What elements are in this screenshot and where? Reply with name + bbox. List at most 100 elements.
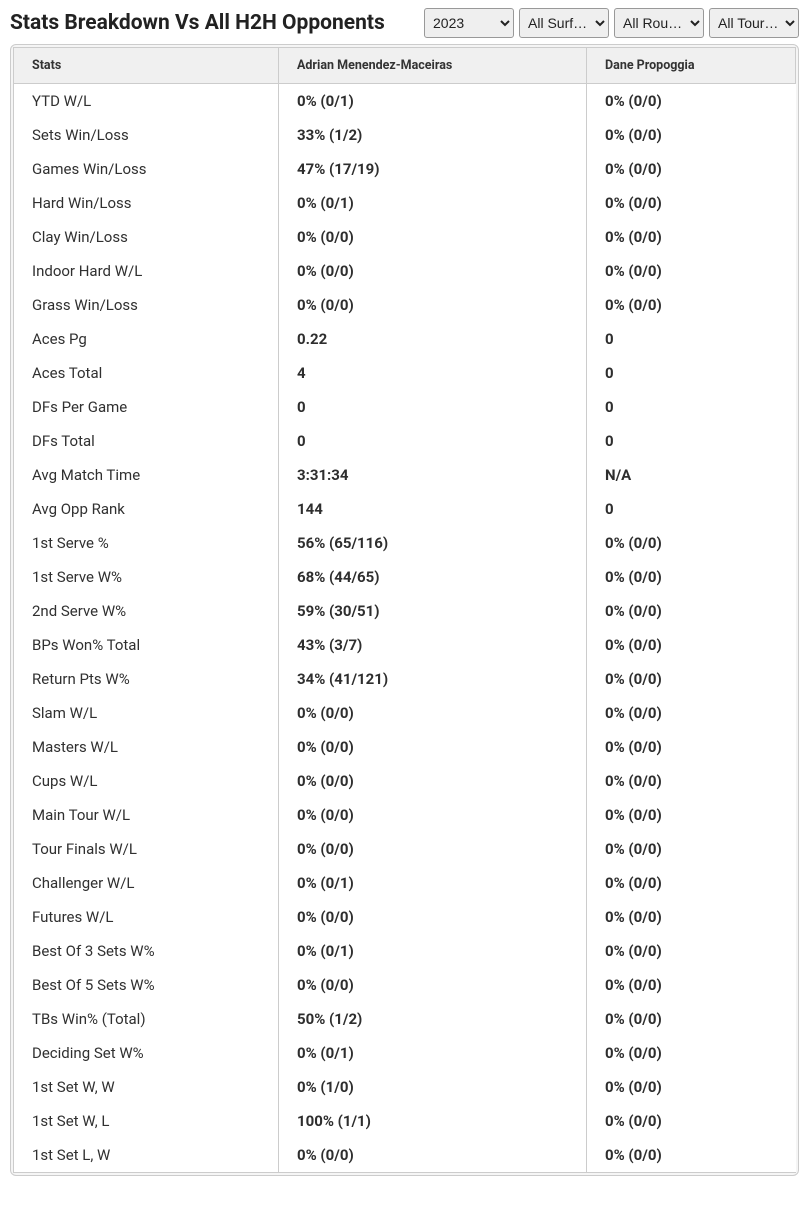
table-row: Sets Win/Loss33% (1/2)0% (0/0): [14, 118, 796, 152]
stat-value: 0% (0/0): [587, 628, 796, 662]
stat-label: Games Win/Loss: [14, 152, 279, 186]
table-row: 1st Serve %56% (65/116)0% (0/0): [14, 526, 796, 560]
round-select[interactable]: All Rou…: [614, 8, 704, 38]
stat-label: 1st Set W, L: [14, 1104, 279, 1138]
stat-value: 56% (65/116): [279, 526, 587, 560]
stat-label: BPs Won% Total: [14, 628, 279, 662]
table-row: Best Of 5 Sets W%0% (0/0)0% (0/0): [14, 968, 796, 1002]
stat-value: 0: [587, 492, 796, 526]
stat-label: Aces Total: [14, 356, 279, 390]
stat-value: 0% (0/0): [587, 288, 796, 322]
stat-value: 0% (0/1): [279, 1036, 587, 1070]
table-row: Best Of 3 Sets W%0% (0/1)0% (0/0): [14, 934, 796, 968]
stat-value: 0% (0/0): [587, 968, 796, 1002]
surface-select[interactable]: All Surf…: [519, 8, 609, 38]
stat-value: 0% (0/0): [279, 288, 587, 322]
table-row: Futures W/L0% (0/0)0% (0/0): [14, 900, 796, 934]
stats-table-wrap: Stats Adrian Menendez-Maceiras Dane Prop…: [10, 44, 799, 1176]
stat-value: 3:31:34: [279, 458, 587, 492]
stat-label: DFs Per Game: [14, 390, 279, 424]
stat-value: 0% (0/0): [587, 526, 796, 560]
stat-value: 100% (1/1): [279, 1104, 587, 1138]
table-row: TBs Win% (Total)50% (1/2)0% (0/0): [14, 1002, 796, 1036]
stat-value: 0% (0/0): [587, 764, 796, 798]
stat-label: Slam W/L: [14, 696, 279, 730]
stat-value: 0% (0/0): [279, 764, 587, 798]
stat-value: 47% (17/19): [279, 152, 587, 186]
stat-label: DFs Total: [14, 424, 279, 458]
stat-value: 0% (0/0): [587, 730, 796, 764]
stat-value: 33% (1/2): [279, 118, 587, 152]
stat-value: 0% (0/0): [279, 832, 587, 866]
year-select[interactable]: 2023: [424, 8, 514, 38]
stats-table: Stats Adrian Menendez-Maceiras Dane Prop…: [13, 47, 796, 1173]
stat-value: 0% (0/0): [587, 1070, 796, 1104]
stat-value: 4: [279, 356, 587, 390]
stat-value: 0% (0/1): [279, 934, 587, 968]
stat-value: 144: [279, 492, 587, 526]
stat-value: 0% (0/0): [279, 968, 587, 1002]
table-row: YTD W/L0% (0/1)0% (0/0): [14, 84, 796, 119]
stat-value: 0% (0/0): [587, 1138, 796, 1173]
col-player2: Dane Propoggia: [587, 48, 796, 84]
table-row: 1st Serve W%68% (44/65)0% (0/0): [14, 560, 796, 594]
stat-value: 0% (0/1): [279, 866, 587, 900]
stat-label: Futures W/L: [14, 900, 279, 934]
stat-label: Clay Win/Loss: [14, 220, 279, 254]
filter-selects: 2023 All Surf… All Rou… All Tour…: [424, 8, 799, 38]
table-header-row: Stats Adrian Menendez-Maceiras Dane Prop…: [14, 48, 796, 84]
stat-value: 0% (0/0): [279, 900, 587, 934]
page-title: Stats Breakdown Vs All H2H Opponents: [10, 11, 385, 35]
header-row: Stats Breakdown Vs All H2H Opponents 202…: [0, 0, 809, 44]
stat-label: Return Pts W%: [14, 662, 279, 696]
stat-label: Avg Match Time: [14, 458, 279, 492]
stat-value: 0% (0/0): [587, 152, 796, 186]
stat-value: 0% (0/0): [587, 798, 796, 832]
stat-label: Grass Win/Loss: [14, 288, 279, 322]
stat-value: 0% (0/0): [587, 560, 796, 594]
stat-value: 0% (0/0): [279, 220, 587, 254]
stat-label: 1st Set L, W: [14, 1138, 279, 1173]
stat-label: Aces Pg: [14, 322, 279, 356]
stat-value: 0% (0/0): [279, 730, 587, 764]
table-row: Tour Finals W/L0% (0/0)0% (0/0): [14, 832, 796, 866]
stat-label: Best Of 3 Sets W%: [14, 934, 279, 968]
table-row: 1st Set L, W0% (0/0)0% (0/0): [14, 1138, 796, 1173]
stat-value: 0% (0/0): [587, 866, 796, 900]
stat-label: Best Of 5 Sets W%: [14, 968, 279, 1002]
stat-value: 0% (0/0): [587, 934, 796, 968]
stat-label: Masters W/L: [14, 730, 279, 764]
table-row: Aces Total40: [14, 356, 796, 390]
stat-value: N/A: [587, 458, 796, 492]
table-row: Clay Win/Loss0% (0/0)0% (0/0): [14, 220, 796, 254]
stat-value: 0% (0/0): [587, 84, 796, 119]
table-row: Avg Match Time3:31:34N/A: [14, 458, 796, 492]
stat-label: TBs Win% (Total): [14, 1002, 279, 1036]
stat-label: Hard Win/Loss: [14, 186, 279, 220]
table-row: BPs Won% Total43% (3/7)0% (0/0): [14, 628, 796, 662]
stat-label: Avg Opp Rank: [14, 492, 279, 526]
stat-value: 0: [279, 390, 587, 424]
table-row: Hard Win/Loss0% (0/1)0% (0/0): [14, 186, 796, 220]
table-row: Indoor Hard W/L0% (0/0)0% (0/0): [14, 254, 796, 288]
stat-label: YTD W/L: [14, 84, 279, 119]
table-row: 2nd Serve W%59% (30/51)0% (0/0): [14, 594, 796, 628]
stat-label: Deciding Set W%: [14, 1036, 279, 1070]
stat-label: 1st Serve W%: [14, 560, 279, 594]
stat-value: 43% (3/7): [279, 628, 587, 662]
stat-value: 0% (0/0): [587, 186, 796, 220]
stat-label: 1st Set W, W: [14, 1070, 279, 1104]
stat-value: 0% (0/1): [279, 84, 587, 119]
table-row: Aces Pg0.220: [14, 322, 796, 356]
stat-value: 0% (0/0): [587, 118, 796, 152]
stat-value: 0: [279, 424, 587, 458]
stat-value: 50% (1/2): [279, 1002, 587, 1036]
table-row: Masters W/L0% (0/0)0% (0/0): [14, 730, 796, 764]
stat-value: 0% (0/0): [279, 1138, 587, 1173]
table-row: 1st Set W, W0% (1/0)0% (0/0): [14, 1070, 796, 1104]
tour-select[interactable]: All Tour…: [709, 8, 799, 38]
stat-value: 0: [587, 424, 796, 458]
stat-value: 0% (0/0): [587, 1002, 796, 1036]
table-row: Deciding Set W%0% (0/1)0% (0/0): [14, 1036, 796, 1070]
stat-value: 0: [587, 390, 796, 424]
